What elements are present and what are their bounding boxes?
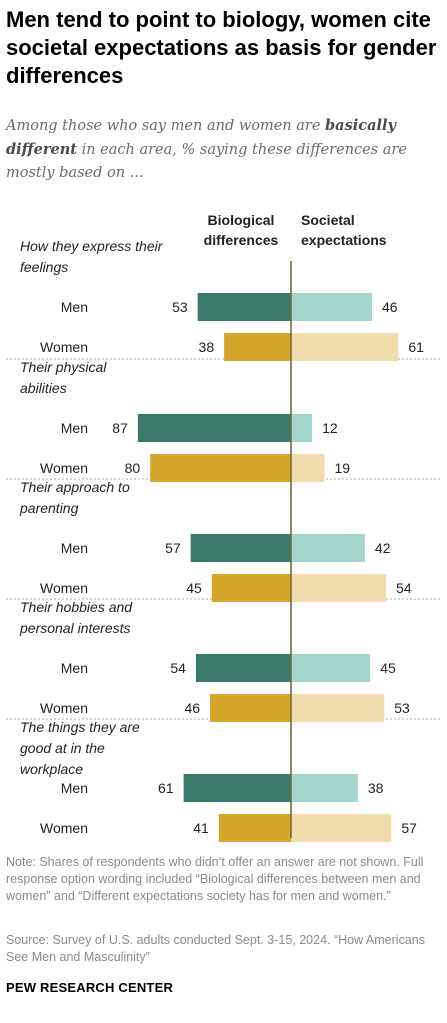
data-label-societal: 38 bbox=[368, 780, 384, 796]
bar-societal bbox=[291, 574, 387, 602]
row-label-men: Men bbox=[61, 660, 88, 676]
legend-societal-expectations: expectations bbox=[301, 232, 387, 248]
bar-societal bbox=[291, 534, 365, 562]
data-label-biological: 61 bbox=[158, 780, 174, 796]
category-label: Their physical bbox=[20, 359, 107, 375]
data-label-biological: 54 bbox=[170, 660, 186, 676]
data-label-biological: 46 bbox=[184, 700, 200, 716]
bar-biological bbox=[218, 814, 291, 842]
data-label-societal: 46 bbox=[382, 299, 398, 315]
category-label: parenting bbox=[19, 500, 79, 516]
row-label-men: Men bbox=[61, 540, 88, 556]
data-label-biological: 87 bbox=[112, 420, 128, 436]
category-label: abilities bbox=[20, 380, 67, 396]
category-label: workplace bbox=[20, 761, 83, 777]
bar-biological bbox=[224, 333, 291, 361]
bar-biological bbox=[211, 574, 291, 602]
chart-note: Note: Shares of respondents who didn’t o… bbox=[6, 855, 424, 903]
chart-title: Men tend to point to biology, women cite… bbox=[6, 7, 437, 88]
chart-subtitle: Among those who say men and women are ba… bbox=[6, 114, 442, 185]
data-label-biological: 57 bbox=[165, 540, 181, 556]
category-label: Their approach to bbox=[20, 479, 130, 495]
data-label-biological: 38 bbox=[199, 339, 215, 355]
row-label-women: Women bbox=[40, 339, 88, 355]
bar-biological bbox=[210, 694, 291, 722]
category-label: The things they are bbox=[20, 719, 140, 735]
category-label: feelings bbox=[20, 259, 68, 275]
bar-societal bbox=[291, 694, 385, 722]
bar-societal bbox=[291, 333, 399, 361]
bar-biological bbox=[150, 454, 291, 482]
data-label-societal: 12 bbox=[322, 420, 338, 436]
row-label-women: Women bbox=[40, 820, 88, 836]
data-label-societal: 53 bbox=[394, 700, 410, 716]
data-label-biological: 45 bbox=[186, 580, 202, 596]
data-label-societal: 19 bbox=[334, 460, 350, 476]
bar-societal bbox=[291, 454, 325, 482]
row-label-women: Women bbox=[40, 460, 88, 476]
category-label: personal interests bbox=[19, 620, 131, 636]
data-label-societal: 57 bbox=[401, 820, 417, 836]
bar-societal bbox=[291, 414, 313, 442]
legend-biological-differences: Biological bbox=[208, 212, 275, 228]
row-label-men: Men bbox=[61, 780, 88, 796]
data-label-biological: 53 bbox=[172, 299, 188, 315]
subtitle-text-start: Among those who say men and women are bbox=[6, 118, 326, 134]
legend-societal-expectations: Societal bbox=[301, 212, 355, 228]
chart-source: Source: Survey of U.S. adults conducted … bbox=[6, 933, 425, 964]
diverging-bar-chart: Biological differences Societal expectation… bbox=[6, 212, 441, 842]
bar-societal bbox=[291, 654, 371, 682]
subtitle-text-end: in each area, % saying these differences… bbox=[6, 142, 407, 181]
row-label-women: Women bbox=[40, 580, 88, 596]
category-label: How they express their bbox=[20, 238, 164, 254]
bar-societal bbox=[291, 774, 358, 802]
pew-research-center-logo: PEW RESEARCH CENTER bbox=[6, 980, 174, 995]
bar-biological bbox=[183, 774, 291, 802]
data-label-biological: 41 bbox=[193, 820, 209, 836]
subtitle-emphasis: basically different bbox=[6, 117, 396, 158]
category-label: good at in the bbox=[20, 740, 105, 756]
data-label-societal: 45 bbox=[380, 660, 396, 676]
bar-biological bbox=[190, 534, 291, 562]
legend-biological-differences: differences bbox=[204, 232, 279, 248]
bar-societal bbox=[291, 293, 372, 321]
row-label-men: Men bbox=[61, 420, 88, 436]
data-label-societal: 54 bbox=[396, 580, 412, 596]
data-label-biological: 80 bbox=[125, 460, 141, 476]
bar-biological bbox=[195, 654, 291, 682]
row-label-men: Men bbox=[61, 299, 88, 315]
bar-biological bbox=[137, 414, 291, 442]
row-label-women: Women bbox=[40, 700, 88, 716]
bar-biological bbox=[197, 293, 291, 321]
bar-societal bbox=[291, 814, 392, 842]
category-label: Their hobbies and bbox=[20, 599, 133, 615]
data-label-societal: 42 bbox=[375, 540, 391, 556]
data-label-societal: 61 bbox=[408, 339, 424, 355]
